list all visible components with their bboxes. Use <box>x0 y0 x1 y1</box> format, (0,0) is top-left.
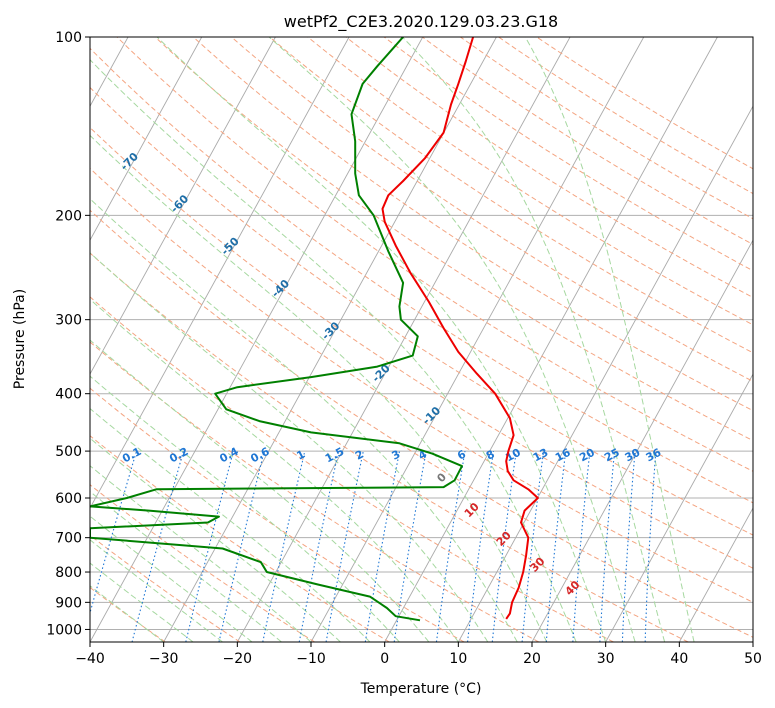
mixing-ratio-line <box>262 450 306 642</box>
moist-adiabat-line <box>156 37 607 642</box>
dry-adiabat-line <box>90 86 753 536</box>
moist-adiabat-line <box>524 37 695 642</box>
mixing-ratio-label: 16 <box>553 446 573 465</box>
mixing-ratio-line <box>599 451 616 642</box>
isotherm-line <box>457 105 753 642</box>
x-tick-label: 50 <box>744 651 762 667</box>
mixing-ratio-lines <box>90 450 657 642</box>
y-tick-label: 500 <box>55 444 82 460</box>
moist-adiabat-line <box>268 37 636 642</box>
mixing-ratio-label: 20 <box>577 446 597 465</box>
mixing-ratio-line <box>545 451 567 642</box>
dry-adiabat-line <box>90 534 241 642</box>
mixing-ratio-line <box>521 451 545 642</box>
moist-adiabat-line <box>90 134 548 642</box>
y-tick-label: 600 <box>55 491 82 507</box>
dry-adiabat-line <box>269 37 753 354</box>
dry-adiabat-line <box>116 37 753 472</box>
isotherm-line <box>384 37 718 642</box>
moist-adiabat-line <box>90 515 253 642</box>
y-axis-label: Pressure (hPa) <box>12 289 28 389</box>
dry-adiabat-line <box>90 586 166 642</box>
y-tick-label: 800 <box>55 565 82 581</box>
moist-adiabats <box>90 37 695 642</box>
x-tick-label: 20 <box>523 651 541 667</box>
y-tick-label: 400 <box>55 387 82 403</box>
x-tick-label: −20 <box>223 651 253 667</box>
x-tick-label: −30 <box>149 651 179 667</box>
x-axis-ticks: −40 −30 −20 −10 0 10 20 30 40 50 <box>75 642 762 667</box>
mixing-ratio-label: 13 <box>531 446 551 465</box>
moist-adiabat-line <box>90 339 430 642</box>
isotherm-line <box>531 239 753 642</box>
moist-adiabat-line <box>90 375 400 642</box>
mixing-ratio-line <box>466 451 495 642</box>
isotherm-line <box>90 37 424 642</box>
x-tick-label: 0 <box>380 651 389 667</box>
y-tick-label: 100 <box>55 30 82 46</box>
moist-adiabat-line <box>90 490 282 642</box>
isotherm-line <box>90 37 276 376</box>
moist-adiabat-line <box>90 437 341 642</box>
temperature-profile-line <box>381 37 539 620</box>
skewed-isotherms <box>90 37 753 642</box>
moist-adiabat-line <box>90 198 518 642</box>
x-tick-label: −10 <box>296 651 326 667</box>
chart-title: wetPf2_C2E3.2020.129.03.23.G18 <box>284 12 558 32</box>
y-axis-ticks: 100 200 300 400 500 600 700 800 900 1000 <box>46 30 90 638</box>
mixing-ratio-line <box>572 451 591 642</box>
mixing-ratio-line <box>90 450 138 615</box>
mixing-ratio-line <box>218 450 265 642</box>
dry-adiabat-line <box>90 167 753 603</box>
y-tick-label: 1000 <box>46 622 82 638</box>
dry-adiabat-line <box>90 47 753 504</box>
x-tick-label: 40 <box>670 651 688 667</box>
profile-series <box>90 37 539 622</box>
moist-adiabat-line <box>90 407 371 642</box>
mixing-ratio-line <box>491 451 517 642</box>
isotherm-line <box>90 37 203 242</box>
isotherm-line <box>90 37 350 509</box>
y-tick-label: 700 <box>55 531 82 547</box>
dry-adiabat-line <box>90 296 614 642</box>
dry-adiabat-line <box>231 37 753 382</box>
dry-adiabat-line <box>307 37 753 326</box>
mixing-ratio-line <box>185 450 234 642</box>
mixing-ratio-label: 36 <box>644 446 664 465</box>
dewpoint-profile-line <box>90 37 463 622</box>
dry-adiabat-line <box>90 209 753 638</box>
x-axis-label: Temperature (°C) <box>360 681 482 697</box>
x-tick-label: −40 <box>75 651 105 667</box>
y-tick-label: 300 <box>55 313 82 329</box>
isotherm-line <box>310 37 645 642</box>
x-tick-label: 30 <box>597 651 615 667</box>
mixing-ratio-line <box>435 451 466 642</box>
mixing-ratio-label: 25 <box>602 446 622 465</box>
moist-adiabat-line <box>90 59 577 642</box>
plot-frame <box>89 36 754 643</box>
isotherm-line <box>678 507 753 642</box>
y-tick-label: 900 <box>55 595 82 611</box>
isotherm-line <box>236 37 571 642</box>
dry-adiabat-line <box>90 435 390 642</box>
isotherm-line <box>605 373 753 642</box>
dry-adiabat-line <box>90 126 753 569</box>
mixing-ratio-line <box>131 450 184 642</box>
y-tick-label: 200 <box>55 208 82 224</box>
moist-adiabat-line <box>90 465 312 642</box>
x-tick-label: 10 <box>449 651 467 667</box>
mixing-ratio-label: 30 <box>623 446 643 465</box>
dry-adiabat-line <box>90 341 540 642</box>
plot-background <box>90 37 753 642</box>
